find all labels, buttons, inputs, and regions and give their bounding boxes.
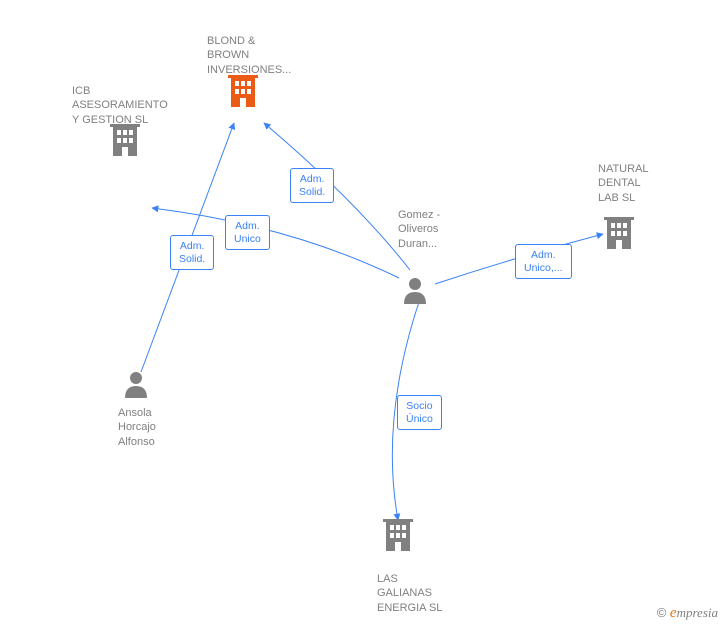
edge-label-ansola-blond: Adm. Solid. <box>170 235 214 270</box>
building-icon <box>228 96 258 113</box>
node-label-blond: BLOND & BROWN INVERSIONES... <box>207 34 291 77</box>
building-icon <box>604 238 634 255</box>
building-icon <box>383 540 413 557</box>
node-icb[interactable] <box>110 124 140 163</box>
node-galianas[interactable] <box>383 519 413 558</box>
edge-label-gomez-icb: Adm. Unico <box>225 215 270 250</box>
node-natural[interactable] <box>604 217 634 256</box>
edge-label-gomez-natural: Adm. Unico,... <box>515 244 572 279</box>
brand-name: empresia <box>670 605 718 620</box>
node-blond[interactable] <box>228 75 258 114</box>
person-icon <box>123 385 149 402</box>
copyright: © empresia <box>657 605 718 622</box>
edge-label-gomez-galianas: Socio Único <box>397 395 442 430</box>
person-icon <box>402 291 428 308</box>
diagram-canvas: BLOND & BROWN INVERSIONES... ICB ASESORA… <box>0 0 728 630</box>
copyright-symbol: © <box>657 605 667 620</box>
edge-label-gomez-blond: Adm. Solid. <box>290 168 334 203</box>
edge-gomez-blond <box>264 123 410 270</box>
node-label-gomez: Gomez - Oliveros Duran... <box>398 208 440 251</box>
node-label-natural: NATURAL DENTAL LAB SL <box>598 162 649 205</box>
node-label-ansola: Ansola Horcajo Alfonso <box>118 406 156 449</box>
node-label-galianas: LAS GALIANAS ENERGIA SL <box>377 572 442 615</box>
node-label-icb: ICB ASESORAMIENTO Y GESTION SL <box>72 84 168 127</box>
node-gomez[interactable] <box>402 276 428 309</box>
building-icon <box>110 145 140 162</box>
node-ansola[interactable] <box>123 370 149 403</box>
